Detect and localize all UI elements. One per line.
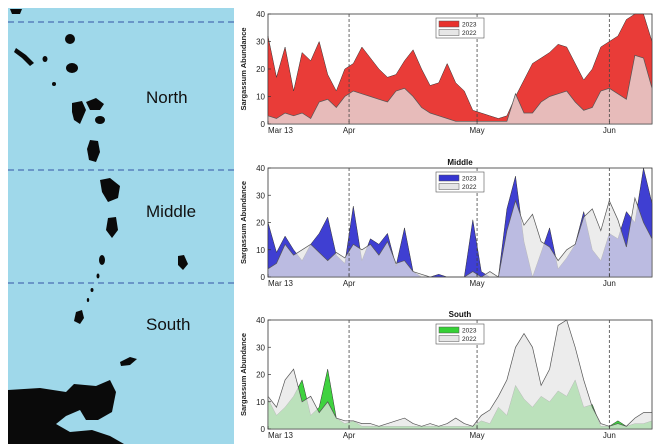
legend-label-2022: 2022 [462,336,477,343]
legend-swatch-2022 [438,183,460,190]
x-tick-label-may: May [470,279,485,288]
region-label-middle: Middle [146,202,196,221]
legend-label-2023: 2023 [462,328,477,335]
island-anguilla [10,9,22,14]
y-tick-label: 20 [256,65,265,74]
island-st-kitts [14,48,34,66]
x-tick-label-mar-13: Mar 13 [268,431,293,440]
legend-label-2023: 2023 [462,176,477,183]
y-tick-label: 40 [256,164,265,173]
region-label-north: North [146,88,188,107]
island-st-vincent [99,255,105,265]
x-tick-label-mar-13: Mar 13 [268,279,293,288]
y-axis-title: Sargassum Abundance [239,333,248,416]
legend-label-2023: 2023 [462,22,477,29]
island-grenadine-2 [90,288,94,292]
legend-swatch-2023 [438,174,460,182]
y-tick-label: 40 [256,10,265,19]
y-tick-label: 40 [256,316,265,325]
y-axis-title: Sargassum Abundance [239,27,248,110]
island-montserrat [42,56,48,62]
y-tick-label: 30 [256,38,265,47]
island-barbados [178,255,188,270]
island-grenadine-1 [96,273,100,279]
island-marie-galante [95,116,105,124]
region-label-south: South [146,315,190,334]
x-tick-label-apr: Apr [343,279,356,288]
island-redonda [52,82,56,86]
island-chain [8,9,188,444]
y-tick-label: 30 [256,191,265,200]
legend-swatch-2022 [438,29,460,36]
y-tick-label: 0 [261,120,266,129]
x-tick-label-apr: Apr [343,431,356,440]
chart-panel-1: 0 10 20 30 40 Mar 13 Apr May Jun Sargassum Abunda… [239,10,653,135]
panel-title-south: South [449,310,472,319]
y-tick-label: 0 [261,425,266,434]
x-tick-label-jun: Jun [603,431,616,440]
island-grenadine-3 [86,298,90,302]
legend-swatch-2022 [438,335,460,342]
y-tick-label: 20 [256,371,265,380]
y-tick-label: 10 [256,246,265,255]
x-tick-label-jun: Jun [603,126,616,135]
y-tick-label: 20 [256,219,265,228]
legend-label-2022: 2022 [462,30,477,37]
y-tick-label: 10 [256,93,265,102]
island-guadeloupe [72,98,104,124]
island-martinique [100,178,120,202]
legend-label-2022: 2022 [462,184,477,191]
legend-swatch-2023 [438,20,460,28]
island-dominica [87,140,100,162]
y-tick-label: 10 [256,398,265,407]
x-tick-label-may: May [470,431,485,440]
map-sea [8,8,234,444]
caribbean-map: North Middle South [8,8,234,444]
x-tick-label-apr: Apr [343,126,356,135]
chart-panel-3: 0 10 20 30 40 Mar 13 Apr May Jun Sargassum Abunda… [239,310,653,440]
legend-swatch-2023 [438,326,460,334]
x-tick-label-jun: Jun [603,279,616,288]
island-trinidad-mainland [8,380,124,444]
y-tick-label: 30 [256,343,265,352]
series-area-2022 [267,54,653,125]
y-tick-label: 0 [261,273,266,282]
island-grenada [74,310,84,324]
island-st-lucia [106,217,118,238]
island-antigua [66,63,78,73]
charts: 0 10 20 30 40 Mar 13 Apr May Jun Sargassum Abunda… [239,10,653,440]
x-tick-label-may: May [470,126,485,135]
island-tobago [120,357,137,366]
x-tick-label-mar-13: Mar 13 [268,126,293,135]
chart-panel-2: 0 10 20 30 40 Mar 13 Apr May Jun Sargassum Abunda… [239,158,653,288]
y-axis-title: Sargassum Abundance [239,181,248,264]
panel-title-middle: Middle [447,158,473,167]
island-barbuda [65,34,75,44]
